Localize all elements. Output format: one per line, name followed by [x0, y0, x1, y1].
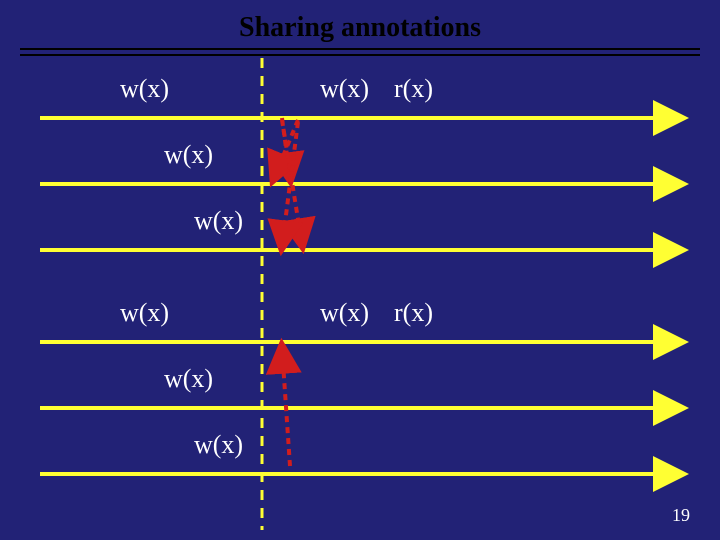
op-label: r(x) — [394, 74, 433, 104]
op-label: w(x) — [120, 74, 169, 104]
op-label: w(x) — [120, 298, 169, 328]
slide-title: Sharing annotations — [0, 12, 720, 44]
op-label: w(x) — [194, 206, 243, 236]
op-label: w(x) — [194, 430, 243, 460]
title-rule-bot — [20, 54, 700, 56]
op-label: w(x) — [164, 140, 213, 170]
op-label: w(x) — [164, 364, 213, 394]
title-rule-top — [20, 48, 700, 50]
slide-number: 19 — [672, 505, 690, 526]
op-label: r(x) — [394, 298, 433, 328]
op-label: w(x) — [320, 298, 369, 328]
op-label: w(x) — [320, 74, 369, 104]
